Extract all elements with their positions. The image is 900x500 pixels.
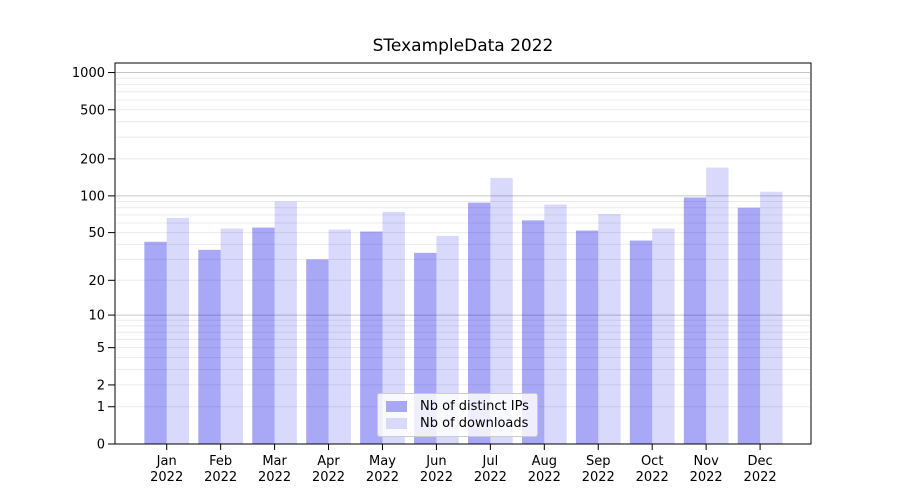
bar-downloads-apr bbox=[328, 229, 351, 444]
bar-ips-apr bbox=[306, 259, 329, 444]
y-tick-label-200: 200 bbox=[80, 152, 105, 167]
legend: Nb of distinct IPs Nb of downloads bbox=[377, 393, 538, 437]
y-tick-label-100: 100 bbox=[80, 189, 105, 204]
x-tick-label-year-dec: 2022 bbox=[744, 470, 777, 485]
bar-downloads-jul bbox=[490, 177, 513, 444]
bar-ips-aug bbox=[521, 220, 545, 444]
bar-ips-jan bbox=[144, 241, 167, 444]
x-tick-label-year-sep: 2022 bbox=[582, 470, 615, 485]
y-tick-label-10: 10 bbox=[88, 309, 105, 324]
x-tick-label-year-feb: 2022 bbox=[204, 470, 237, 485]
x-tick-label-month-dec: Dec bbox=[748, 454, 773, 469]
bar-ips-nov bbox=[683, 197, 707, 444]
x-tick-label-month-nov: Nov bbox=[693, 454, 719, 469]
bar-ips-oct bbox=[629, 240, 653, 444]
legend-item-distinct-ips: Nb of distinct IPs bbox=[386, 398, 529, 415]
bar-downloads-sep bbox=[598, 214, 621, 444]
bar-downloads-feb bbox=[220, 228, 243, 444]
y-tick-label-1: 1 bbox=[97, 400, 105, 415]
bar-downloads-jun bbox=[436, 235, 459, 444]
bar-ips-jul bbox=[468, 202, 491, 444]
x-tick-label-month-aug: Aug bbox=[532, 454, 557, 469]
bar-downloads-jan bbox=[166, 217, 190, 444]
bar-ips-dec bbox=[737, 207, 761, 444]
x-tick-label-month-may: May bbox=[369, 454, 396, 469]
x-tick-label-month-feb: Feb bbox=[209, 454, 232, 469]
y-tick-label-2: 2 bbox=[97, 378, 105, 393]
x-tick-label-year-nov: 2022 bbox=[690, 470, 723, 485]
x-tick-label-month-oct: Oct bbox=[641, 454, 663, 469]
bar-downloads-nov bbox=[706, 167, 729, 444]
x-tick-label-year-aug: 2022 bbox=[528, 470, 561, 485]
x-tick-label-month-jun: Jun bbox=[425, 454, 446, 469]
bar-downloads-dec bbox=[760, 191, 783, 444]
y-tick-label-5: 5 bbox=[97, 341, 105, 356]
bar-downloads-aug bbox=[544, 204, 567, 444]
x-tick-label-year-oct: 2022 bbox=[636, 470, 669, 485]
x-tick-label-year-jan: 2022 bbox=[150, 470, 183, 485]
x-tick-label-year-jul: 2022 bbox=[474, 470, 507, 485]
x-tick-label-year-may: 2022 bbox=[366, 470, 399, 485]
axes-box bbox=[114, 62, 812, 445]
y-tick-label-500: 500 bbox=[80, 103, 105, 118]
bar-ips-mar bbox=[252, 227, 275, 444]
bar-ips-feb bbox=[198, 249, 221, 444]
y-tick-label-50: 50 bbox=[88, 226, 105, 241]
x-tick-label-month-apr: Apr bbox=[317, 454, 340, 469]
y-tick-label-20: 20 bbox=[88, 274, 105, 289]
bar-ips-may bbox=[360, 231, 383, 444]
y-tick-label-0: 0 bbox=[97, 438, 105, 453]
chart-title: STexampleData 2022 bbox=[372, 36, 554, 56]
bar-downloads-oct bbox=[652, 228, 675, 444]
bar-downloads-may bbox=[382, 211, 405, 444]
legend-label-downloads: Nb of downloads bbox=[420, 416, 529, 431]
x-tick-label-month-mar: Mar bbox=[262, 454, 287, 469]
x-tick-label-month-sep: Sep bbox=[586, 454, 611, 469]
legend-label-distinct-ips: Nb of distinct IPs bbox=[420, 399, 529, 414]
x-tick-label-year-mar: 2022 bbox=[258, 470, 291, 485]
legend-swatch-downloads bbox=[386, 418, 407, 429]
x-tick-label-year-apr: 2022 bbox=[312, 470, 345, 485]
x-tick-label-year-jun: 2022 bbox=[420, 470, 453, 485]
y-tick-label-1000: 1000 bbox=[72, 66, 105, 81]
bar-downloads-mar bbox=[274, 201, 297, 444]
x-tick-label-month-jan: Jan bbox=[156, 454, 177, 469]
x-tick-label-month-jul: Jul bbox=[482, 454, 499, 469]
bar-ips-sep bbox=[575, 230, 599, 444]
legend-item-downloads: Nb of downloads bbox=[386, 415, 529, 432]
legend-swatch-distinct-ips bbox=[386, 401, 407, 412]
